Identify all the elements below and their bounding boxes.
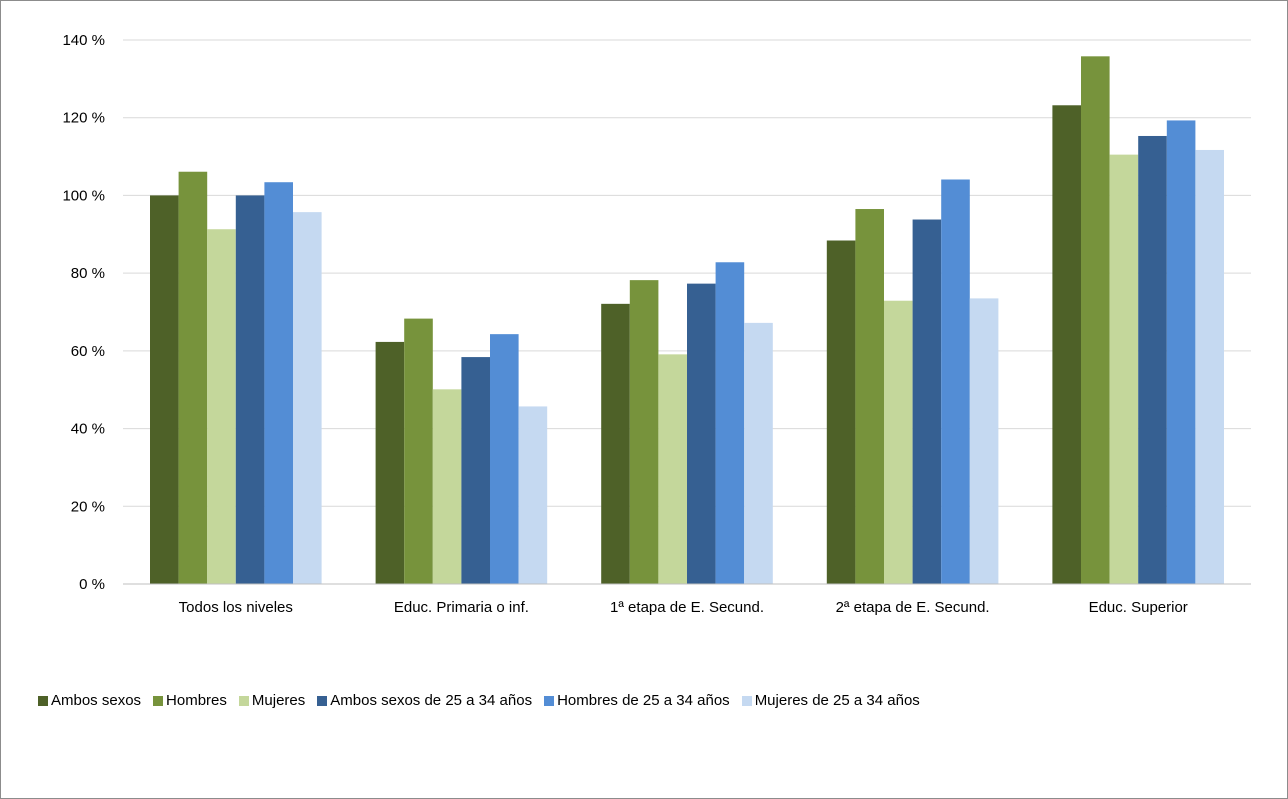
bar	[912, 219, 942, 584]
legend-label: Mujeres	[251, 692, 306, 709]
y-tick-label: 100 %	[62, 187, 105, 204]
y-tick-label: 60 %	[71, 343, 105, 360]
bar	[1195, 149, 1224, 585]
bars	[150, 56, 1224, 585]
bar	[629, 280, 659, 584]
bar	[884, 300, 913, 584]
y-tick-label: 120 %	[62, 110, 105, 127]
y-tick-label: 20 %	[71, 498, 105, 515]
legend-item: Mujeres de 25 a 34 años	[741, 692, 920, 709]
bar	[1166, 120, 1196, 584]
x-category-label: 2ª etapa de E. Secund.	[836, 599, 990, 616]
bar	[1138, 135, 1167, 584]
bar	[941, 179, 970, 585]
y-tick-label: 0 %	[79, 576, 105, 593]
legend-swatch	[317, 695, 328, 706]
legend-label: Hombres de 25 a 34 años	[557, 692, 730, 709]
bar	[826, 240, 856, 584]
bar	[235, 195, 265, 584]
y-tick-label: 40 %	[71, 421, 105, 438]
bar	[150, 195, 179, 584]
legend-item: Ambos sexos de 25 a 34 años	[317, 692, 532, 709]
legend-item: Ambos sexos	[38, 692, 141, 709]
legend-label: Mujeres de 25 a 34 años	[754, 692, 920, 709]
bar	[715, 262, 745, 584]
legend-item: Hombres de 25 a 34 años	[544, 692, 730, 709]
bar	[375, 341, 405, 584]
bar	[1109, 154, 1139, 584]
legend-label: Ambos sexos	[51, 692, 142, 709]
y-axis-tick-labels: 0 % 20 % 40 % 60 % 80 % 100 % 120 % 140 %	[62, 32, 105, 593]
bar	[1081, 56, 1110, 584]
bar	[207, 229, 236, 584]
legend: Ambos sexos Hombres Mujeres Ambos sexos de …	[38, 692, 932, 709]
bar	[518, 406, 548, 584]
bar	[490, 334, 519, 584]
bar	[461, 357, 490, 584]
bar	[969, 298, 999, 584]
bar	[687, 283, 716, 584]
legend-item: Hombres	[153, 692, 227, 709]
legend-label: Ambos sexos de 25 a 34 años	[330, 692, 533, 709]
bar	[1052, 105, 1081, 584]
bar	[432, 389, 462, 584]
bar	[601, 303, 630, 584]
y-tick-label: 140 %	[62, 32, 105, 49]
legend-label: Hombres	[166, 692, 227, 709]
y-tick-label: 80 %	[71, 265, 105, 282]
x-category-label: Todos los niveles	[179, 599, 293, 616]
bar	[658, 354, 687, 584]
bar	[178, 171, 208, 584]
bar	[744, 322, 773, 584]
bar	[293, 212, 322, 584]
x-category-label: Educ. Primaria o inf.	[394, 599, 529, 616]
legend-swatch	[544, 695, 555, 706]
legend-swatch	[238, 695, 249, 706]
bar	[855, 209, 884, 584]
legend-item: Mujeres	[238, 692, 306, 709]
legend-swatch	[741, 695, 752, 706]
bar	[264, 182, 293, 584]
x-category-label: 1ª etapa de E. Secund.	[610, 599, 764, 616]
legend-swatch	[153, 695, 164, 706]
bar	[404, 318, 433, 584]
x-axis-category-labels: Todos los niveles Educ. Primaria o inf. 1ª…	[179, 599, 1188, 616]
legend-swatch	[38, 695, 48, 706]
x-category-label: Educ. Superior	[1089, 599, 1188, 616]
